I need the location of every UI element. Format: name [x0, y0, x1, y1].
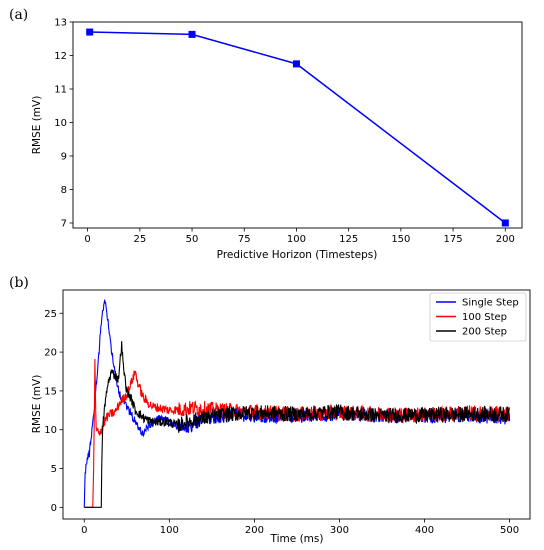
data-point-marker — [292, 60, 300, 68]
series-line-100-step — [84, 359, 511, 508]
x-tick-label: 200 — [496, 234, 515, 245]
x-tick-label: 100 — [160, 525, 179, 536]
data-point-marker — [86, 28, 94, 36]
data-point-marker — [188, 30, 196, 38]
legend-box — [429, 292, 527, 342]
y-tick-label: 12 — [54, 51, 67, 62]
y-tick-label: 0 — [51, 503, 57, 514]
panel-b-xlabel: Time (ms) — [270, 533, 324, 545]
x-tick-label: 400 — [415, 525, 434, 536]
x-tick-label: 300 — [330, 525, 349, 536]
panel-b-ylabel: RMSE (mV) — [31, 375, 43, 434]
x-tick-label: 0 — [81, 525, 87, 536]
legend-label: Single Step — [462, 298, 519, 309]
legend-label: 200 Step — [462, 327, 507, 338]
y-tick-label: 7 — [61, 218, 67, 229]
x-tick-label: 500 — [500, 525, 519, 536]
x-tick-label: 75 — [238, 234, 251, 245]
y-tick-label: 10 — [44, 425, 57, 436]
legend-label: 100 Step — [462, 312, 507, 323]
panel-a-tag: (a) — [9, 7, 28, 23]
panel-a-xlabel: Predictive Horizon (Timesteps) — [217, 249, 378, 261]
panel-a-ylabel: RMSE (mV) — [31, 96, 43, 155]
panel-a: (a) 0 25 50 75 100 125 150 175 200 7 8 9 10 11 12 13 Pr… — [9, 7, 523, 261]
panel-b-frame — [62, 289, 531, 520]
x-tick-label: 25 — [133, 234, 146, 245]
y-tick-label: 9 — [61, 151, 67, 162]
x-tick-label: 50 — [186, 234, 199, 245]
y-tick-label: 8 — [61, 185, 67, 196]
y-tick-label: 10 — [54, 118, 67, 129]
y-tick-label: 15 — [44, 386, 57, 397]
panel-a-frame — [72, 21, 523, 229]
x-tick-label: 100 — [287, 234, 306, 245]
series-line — [89, 31, 506, 224]
panel-b: (b) 0 100 200 300 400 500 0 5 10 15 20 25 Time (ms)… — [9, 275, 531, 545]
x-tick-label: 150 — [391, 234, 410, 245]
panel-b-legend: Single Step 100 Step 200 Step — [429, 292, 527, 342]
x-tick-label: 125 — [339, 234, 358, 245]
y-tick-label: 13 — [54, 18, 67, 29]
x-tick-label: 175 — [444, 234, 463, 245]
x-tick-label: 200 — [245, 525, 264, 536]
series-line-200-step — [84, 341, 511, 508]
panel-b-tag: (b) — [9, 275, 29, 291]
y-tick-label: 11 — [54, 84, 67, 95]
data-point-marker — [501, 219, 509, 227]
y-tick-label: 25 — [44, 309, 57, 320]
y-tick-label: 20 — [44, 348, 57, 359]
y-tick-label: 5 — [51, 464, 57, 475]
x-tick-label: 0 — [84, 234, 90, 245]
